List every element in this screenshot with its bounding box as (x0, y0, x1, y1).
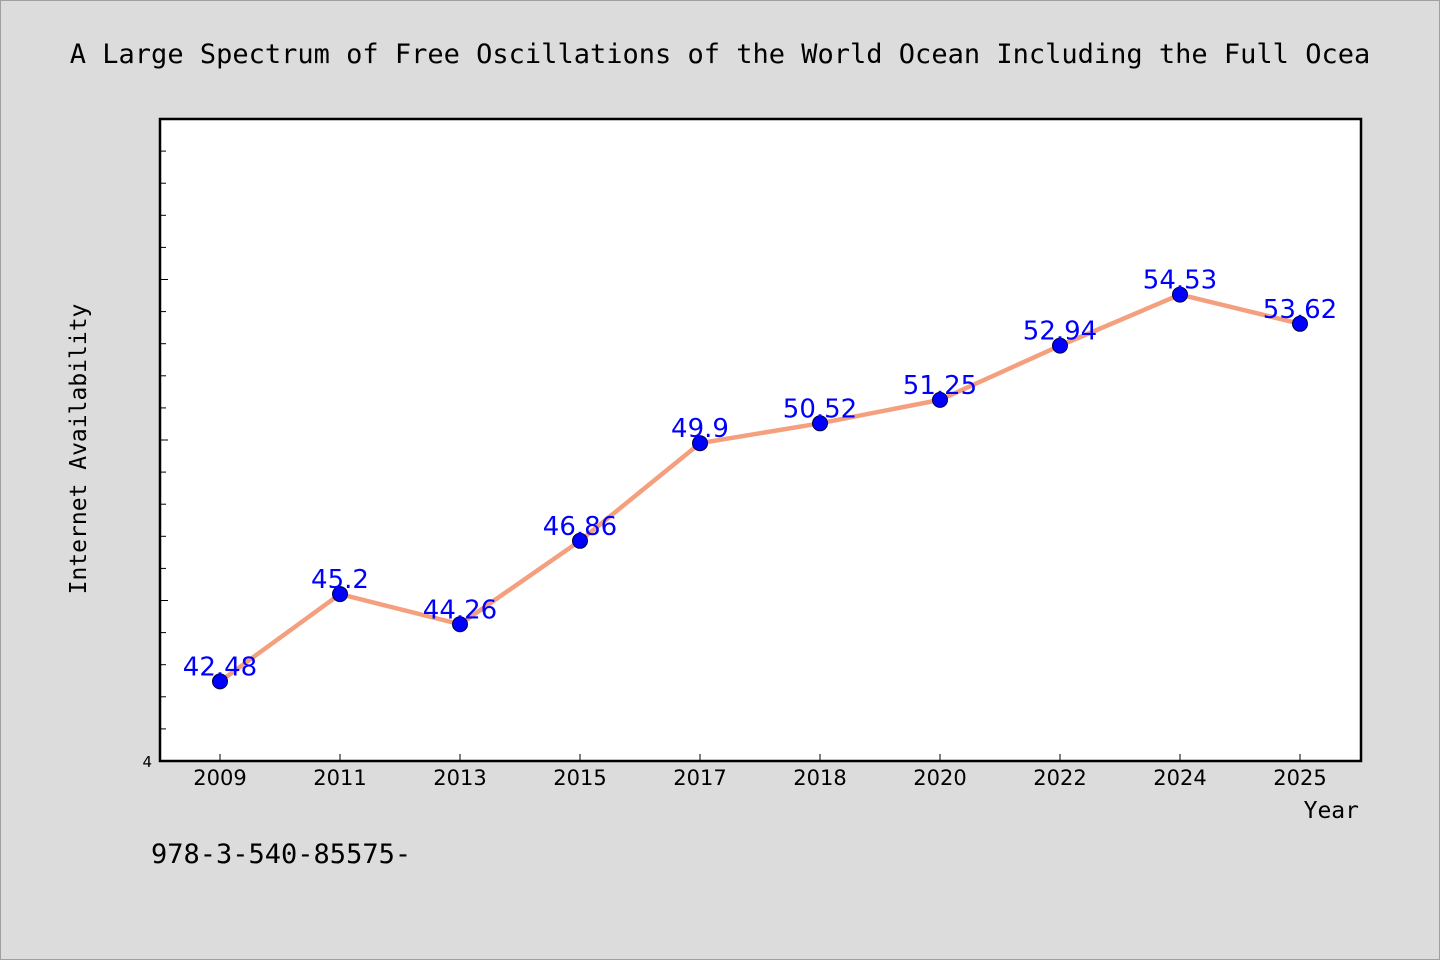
chart-title: A Large Spectrum of Free Oscillations of… (70, 39, 1370, 70)
data-point-marker (692, 435, 708, 452)
isbn-footer-text: 978-3-540-85575- (151, 839, 411, 870)
x-tick-label: 2015 (553, 766, 606, 790)
data-point-marker (1172, 286, 1188, 303)
x-tick-label: 2018 (793, 766, 846, 790)
y-tick-label: 4 (142, 753, 152, 771)
x-tick-labels: 2009 2011 2013 2015 2017 2018 2020 2022 2024 2025 (193, 766, 1326, 790)
data-point-marker (452, 616, 468, 633)
data-point-marker (932, 391, 948, 408)
data-point-marker (1292, 315, 1308, 332)
data-label: 42.48 (183, 652, 257, 682)
x-tick-label: 2022 (1033, 766, 1086, 790)
y-axis-ticks (160, 118, 168, 762)
x-tick-label: 2017 (673, 766, 726, 790)
data-point-marker (212, 673, 228, 690)
x-tick-label: 2025 (1273, 766, 1326, 790)
data-point-marker (1052, 337, 1068, 354)
series-line-group: 42.48 45.2 44.26 46.86 49.9 50.52 51.25 52.94 54… (183, 266, 1337, 690)
data-label: 50.52 (783, 394, 857, 424)
data-label: 52.94 (1023, 317, 1097, 347)
data-point-marker (812, 415, 828, 432)
data-point-marker (332, 586, 348, 603)
series-line (218, 292, 1301, 684)
data-point-marker (572, 532, 588, 549)
data-label: 46.86 (543, 512, 617, 542)
data-label: 53.62 (1263, 295, 1337, 325)
x-tick-label: 2013 (433, 766, 486, 790)
x-axis-label: Year (1304, 798, 1359, 824)
x-tick-label: 2020 (913, 766, 966, 790)
data-label: 45.2 (311, 565, 369, 595)
x-tick-label: 2009 (193, 766, 246, 790)
x-axis-ticks (219, 754, 1301, 761)
data-label: 49.9 (671, 414, 729, 444)
data-label: 51.25 (903, 371, 977, 401)
data-label: 54.53 (1143, 266, 1217, 296)
x-tick-label: 2024 (1153, 766, 1206, 790)
x-tick-label: 2011 (313, 766, 366, 790)
y-axis-label: Internet Availability (66, 304, 92, 595)
plot-area (158, 117, 1363, 763)
data-label: 44.26 (423, 595, 497, 625)
